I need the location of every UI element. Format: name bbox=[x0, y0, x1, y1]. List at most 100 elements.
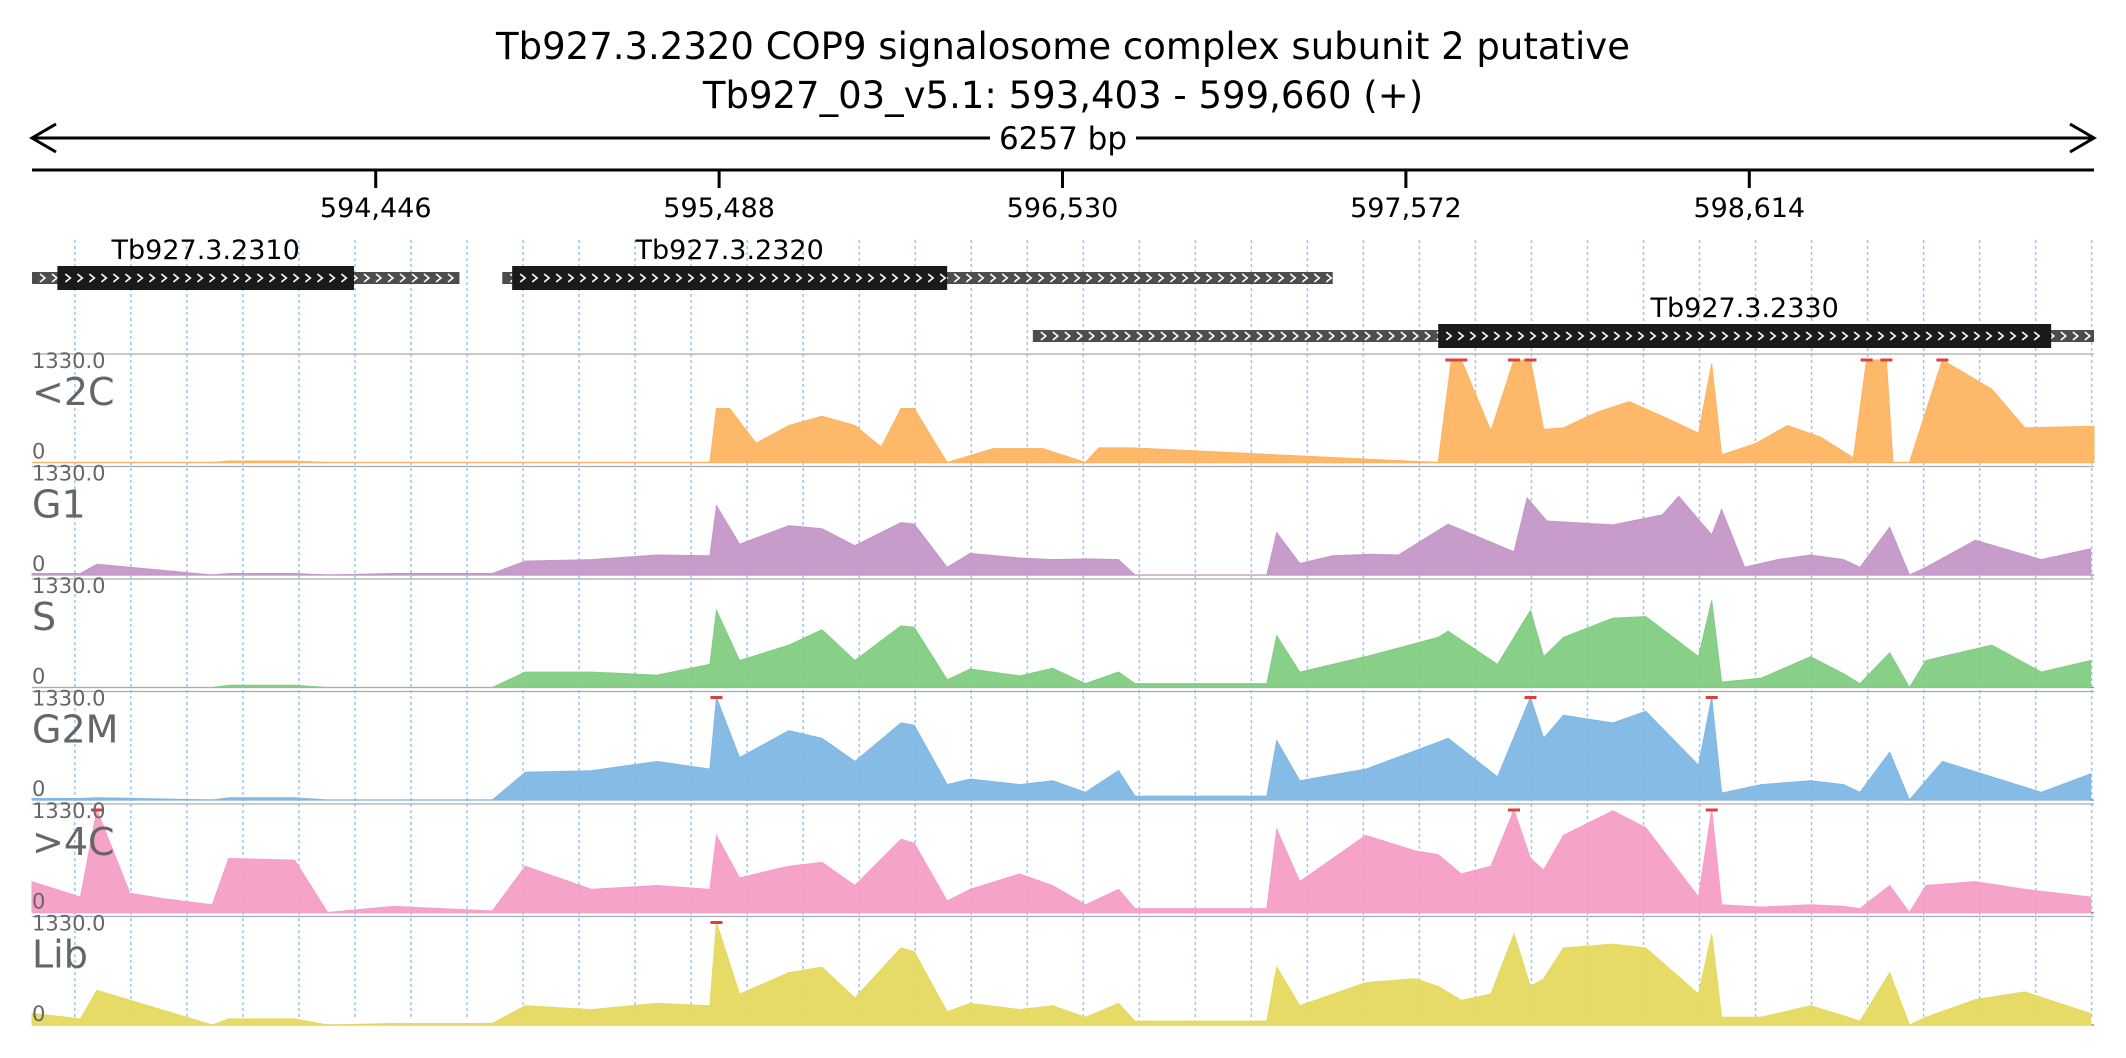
strand-chevron bbox=[1769, 331, 1777, 341]
strand-chevron bbox=[807, 273, 815, 283]
track-ymin-label: 0 bbox=[32, 1002, 45, 1026]
strand-chevron bbox=[1925, 331, 1933, 341]
strand-chevron bbox=[1064, 331, 1072, 341]
strand-chevron bbox=[244, 273, 252, 283]
strand-chevron bbox=[1265, 273, 1273, 283]
strand-chevron bbox=[2021, 331, 2029, 341]
strand-chevron bbox=[1316, 331, 1324, 341]
strand-chevron bbox=[1073, 273, 1081, 283]
strand-chevron bbox=[1172, 331, 1180, 341]
strand-chevron bbox=[304, 273, 312, 283]
strand-chevron bbox=[232, 273, 240, 283]
x-tick-label: 598,614 bbox=[1693, 193, 1805, 224]
strand-chevron bbox=[1364, 331, 1372, 341]
track-ymin-label: 0 bbox=[32, 777, 45, 801]
span-label-background bbox=[990, 118, 1136, 158]
strand-chevron bbox=[1205, 273, 1213, 283]
span-arrow-left-head bbox=[29, 122, 57, 154]
strand-chevron bbox=[519, 273, 527, 283]
strand-chevron bbox=[1208, 331, 1216, 341]
strand-chevron bbox=[2084, 331, 2092, 341]
coverage-area bbox=[31, 808, 2092, 914]
strand-chevron bbox=[1229, 273, 1237, 283]
strand-chevron bbox=[268, 273, 276, 283]
strand-chevron bbox=[1445, 331, 1453, 341]
x-tick-label: 597,572 bbox=[1350, 193, 1462, 224]
track-name-label: Lib bbox=[32, 933, 88, 977]
strand-chevron bbox=[1253, 273, 1261, 283]
strand-chevron bbox=[1148, 331, 1156, 341]
strand-chevron bbox=[1649, 331, 1657, 341]
strand-chevron bbox=[1277, 273, 1285, 283]
strand-chevron bbox=[867, 273, 875, 283]
strand-chevron bbox=[1184, 331, 1192, 341]
strand-chevron bbox=[1040, 331, 1048, 341]
coverage-area bbox=[32, 359, 2095, 464]
strand-chevron bbox=[627, 273, 635, 283]
strand-chevron bbox=[1457, 331, 1465, 341]
strand-chevron bbox=[1412, 331, 1420, 341]
strand-chevron bbox=[1241, 273, 1249, 283]
strand-chevron bbox=[160, 273, 168, 283]
track-name-label: G2M bbox=[32, 708, 118, 752]
strand-chevron bbox=[819, 273, 827, 283]
strand-chevron bbox=[1829, 331, 1837, 341]
coverage-area bbox=[31, 495, 2092, 576]
strand-chevron bbox=[639, 273, 647, 283]
strand-chevron bbox=[1745, 331, 1753, 341]
strand-chevron bbox=[1328, 331, 1336, 341]
strand-chevron bbox=[1112, 331, 1120, 341]
strand-chevron bbox=[927, 273, 935, 283]
strand-chevron bbox=[531, 273, 539, 283]
strand-chevron bbox=[387, 273, 395, 283]
strand-chevron bbox=[1721, 331, 1729, 341]
strand-chevron bbox=[879, 273, 887, 283]
strand-chevron bbox=[256, 273, 264, 283]
strand-chevron bbox=[1661, 331, 1669, 341]
strand-chevron bbox=[220, 273, 228, 283]
track-ymin-label: 0 bbox=[32, 552, 45, 576]
strand-chevron bbox=[184, 273, 192, 283]
strand-chevron bbox=[1268, 331, 1276, 341]
strand-chevron bbox=[1061, 273, 1069, 283]
strand-chevron bbox=[1985, 331, 1993, 341]
strand-chevron bbox=[603, 273, 611, 283]
span-arrow: 6257 bp bbox=[29, 118, 2097, 158]
strand-chevron bbox=[953, 273, 961, 283]
track-ymin-label: 0 bbox=[32, 440, 45, 464]
strand-chevron bbox=[1220, 331, 1228, 341]
gene-feature: Tb927.3.2330 bbox=[1032, 293, 2094, 348]
strand-chevron bbox=[1301, 273, 1309, 283]
strand-chevron bbox=[903, 273, 911, 283]
strand-chevron bbox=[112, 273, 120, 283]
strand-chevron bbox=[1097, 273, 1105, 283]
strand-chevron bbox=[555, 273, 563, 283]
x-tick-label: 596,530 bbox=[1007, 193, 1119, 224]
strand-chevron bbox=[1124, 331, 1132, 341]
coverage-area bbox=[32, 600, 2092, 689]
strand-chevron bbox=[435, 273, 443, 283]
strand-chevron bbox=[1733, 331, 1741, 341]
gene-cds bbox=[1438, 324, 2052, 348]
strand-chevron bbox=[1817, 331, 1825, 341]
strand-chevron bbox=[1169, 273, 1177, 283]
strand-chevron bbox=[280, 273, 288, 283]
strand-chevron bbox=[1325, 273, 1333, 283]
track-name-label: S bbox=[32, 595, 56, 639]
strand-chevron bbox=[675, 273, 683, 283]
strand-chevron bbox=[411, 273, 419, 283]
strand-chevron bbox=[1577, 331, 1585, 341]
strand-chevron bbox=[1160, 331, 1168, 341]
strand-chevron bbox=[1601, 331, 1609, 341]
strand-chevron bbox=[1673, 331, 1681, 341]
strand-chevron bbox=[328, 273, 336, 283]
strand-chevron bbox=[615, 273, 623, 283]
strand-chevron bbox=[1121, 273, 1129, 283]
strand-chevron bbox=[1793, 331, 1801, 341]
strand-chevron bbox=[1469, 331, 1477, 341]
strand-chevron bbox=[1352, 331, 1360, 341]
strand-chevron bbox=[363, 273, 371, 283]
strand-chevron bbox=[1196, 331, 1204, 341]
strand-chevron bbox=[100, 273, 108, 283]
